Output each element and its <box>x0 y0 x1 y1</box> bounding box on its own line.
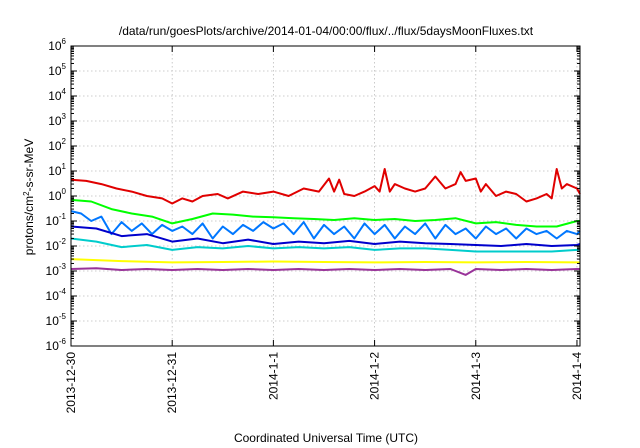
y-tick-label-11: 105 <box>48 62 66 78</box>
y-tick-label-0: 10-6 <box>46 337 67 353</box>
y-axis-label-suffix: -s-sr-MeV <box>22 139 36 192</box>
y-tick-label-9: 103 <box>48 112 66 128</box>
y-tick-label-12: 106 <box>48 37 66 53</box>
y-tick-label-8: 102 <box>48 137 66 153</box>
series-line-6 <box>70 258 580 264</box>
y-tick-label-10: 104 <box>48 87 66 103</box>
series-layer <box>70 168 581 276</box>
series-line-5 <box>70 237 580 253</box>
series-line-4 <box>70 225 581 247</box>
series-line-7 <box>70 267 580 276</box>
axes: 10-6 10-5 10-4 10-3 10-2 10-1 100 101 102 103 104 1… <box>46 37 584 413</box>
y-axis-label-sup: 2 <box>22 191 31 196</box>
y-tick-label-1: 10-5 <box>46 312 67 328</box>
y-axis-label: protons/cm2-s-sr-MeV <box>22 139 36 255</box>
y-axis-label-prefix: protons/cm <box>22 196 36 255</box>
x-tick-label-0: 2013-12-30 <box>64 352 78 414</box>
y-tick-label-5: 10-1 <box>46 212 67 228</box>
series-line-1 <box>70 168 581 205</box>
y-tick-label-2: 10-4 <box>46 287 67 303</box>
x-tick-label-3: 2014-1-2 <box>368 352 382 400</box>
y-tick-label-7: 101 <box>48 162 66 178</box>
y-tick-label-3: 10-3 <box>46 262 67 278</box>
x-tick-label-4: 2014-1-3 <box>469 352 483 400</box>
series-line-3 <box>70 210 581 240</box>
x-tick-label-1: 2013-12-31 <box>165 352 179 414</box>
y-tick-label-4: 10-2 <box>46 237 67 253</box>
x-axis-label: Coordinated Universal Time (UTC) <box>234 431 418 445</box>
chart-title: /data/run/goesPlots/archive/2014-01-04/0… <box>119 24 534 38</box>
series-line-2 <box>70 198 580 228</box>
y-tick-label-6: 100 <box>48 187 66 203</box>
x-tick-label-2: 2014-1-1 <box>266 352 280 400</box>
x-tick-label-5: 2014-1-4 <box>570 352 584 400</box>
